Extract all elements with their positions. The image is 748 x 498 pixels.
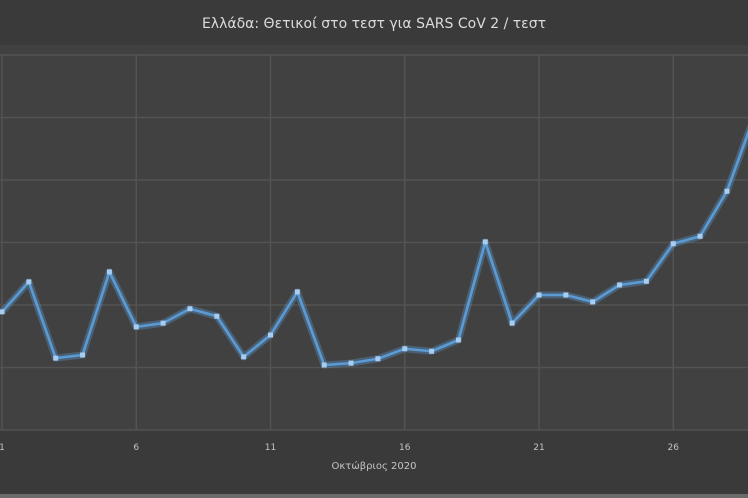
plot-background	[0, 45, 748, 430]
x-tick-label: 21	[533, 443, 544, 453]
x-tick-label: 1	[0, 443, 5, 453]
data-point	[670, 241, 676, 247]
data-point	[455, 337, 461, 343]
data-point	[321, 362, 327, 368]
x-tick-label: 26	[668, 443, 680, 453]
chart-title: Ελλάδα: Θετικοί στο τεστ για SARS CoV 2 …	[201, 16, 547, 32]
data-point	[697, 233, 703, 239]
data-point	[617, 282, 623, 288]
x-tick-label: 11	[265, 443, 276, 453]
data-point	[402, 346, 408, 352]
data-point	[241, 354, 247, 360]
data-point	[536, 292, 542, 298]
data-point	[26, 279, 32, 285]
data-point	[0, 309, 5, 315]
data-point	[80, 352, 86, 358]
x-tick-label: 16	[399, 443, 411, 453]
data-point	[106, 269, 112, 275]
data-point	[133, 324, 139, 330]
data-point	[429, 348, 435, 354]
data-point	[53, 355, 59, 361]
x-axis-label: Οκτώβριος 2020	[331, 461, 417, 472]
data-point	[187, 306, 193, 312]
data-point	[482, 239, 488, 245]
data-point	[375, 356, 381, 362]
data-point	[643, 278, 649, 284]
data-point	[590, 299, 596, 305]
data-point	[348, 360, 354, 366]
data-point	[214, 313, 220, 319]
data-point	[294, 289, 300, 295]
data-point	[509, 320, 515, 326]
x-tick-label: 6	[133, 443, 139, 453]
data-point	[268, 332, 273, 338]
data-point	[563, 292, 569, 298]
data-point	[160, 320, 166, 326]
data-point	[724, 188, 730, 194]
